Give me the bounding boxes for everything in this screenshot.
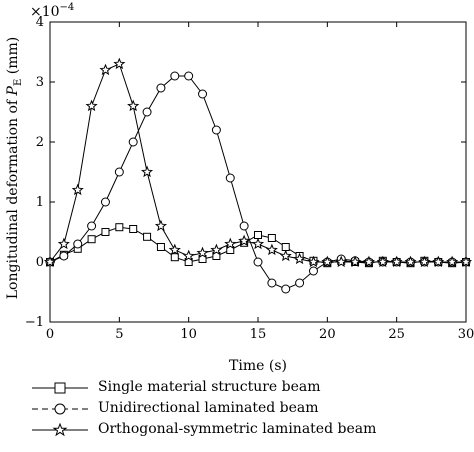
data-point bbox=[170, 253, 179, 262]
y-tick-label: −1 bbox=[25, 315, 44, 330]
data-point bbox=[73, 239, 83, 249]
data-point bbox=[238, 234, 251, 247]
data-point bbox=[198, 89, 208, 99]
legend-item-unidirectional: Unidirectional laminated beam bbox=[30, 399, 460, 420]
data-point bbox=[362, 255, 375, 268]
data-point bbox=[127, 99, 140, 112]
data-point bbox=[432, 255, 445, 268]
series-orthogonal bbox=[43, 57, 473, 268]
data-point bbox=[87, 235, 96, 244]
svg-text:×10−4: ×10−4 bbox=[30, 2, 74, 20]
data-point bbox=[335, 255, 348, 268]
data-point bbox=[225, 173, 235, 183]
data-point bbox=[101, 228, 110, 236]
chart-canvas: ×10−4 Longitudinal deformation of PE (mm… bbox=[5, 2, 474, 374]
x-tick-label: 10 bbox=[180, 327, 197, 342]
data-point bbox=[143, 232, 152, 241]
y-tick-label: 3 bbox=[36, 75, 44, 90]
data-point bbox=[43, 255, 57, 268]
y-tick-label: 1 bbox=[36, 195, 44, 210]
series-line bbox=[49, 75, 466, 290]
legend-item-single-material: Single material structure beam bbox=[30, 378, 460, 399]
data-point bbox=[142, 107, 152, 117]
x-tick-label: 25 bbox=[388, 327, 405, 342]
data-point bbox=[418, 255, 431, 268]
data-point bbox=[307, 255, 320, 268]
data-point bbox=[114, 167, 124, 177]
legend-label: Unidirectional laminated beam bbox=[98, 400, 319, 416]
data-point bbox=[281, 284, 291, 294]
data-point bbox=[128, 137, 138, 147]
data-point bbox=[196, 246, 209, 259]
svg-text:Longitudinal deformation of PE: Longitudinal deformation of PE (mm) bbox=[5, 37, 24, 299]
data-point bbox=[71, 183, 84, 196]
data-point bbox=[254, 231, 262, 239]
data-point bbox=[251, 237, 265, 250]
legend-item-orthogonal: Orthogonal-symmetric laminated beam bbox=[30, 420, 460, 441]
data-point bbox=[376, 255, 389, 268]
data-point bbox=[113, 57, 126, 70]
data-point bbox=[170, 71, 180, 81]
data-point bbox=[446, 255, 459, 268]
data-point bbox=[182, 249, 195, 262]
data-point bbox=[99, 63, 112, 76]
legend-star-marker-icon bbox=[32, 422, 88, 437]
data-point bbox=[293, 252, 306, 265]
data-point bbox=[129, 225, 138, 233]
data-point bbox=[279, 249, 292, 262]
x-tick-label: 0 bbox=[46, 327, 54, 342]
data-point bbox=[59, 251, 69, 261]
data-point bbox=[349, 255, 362, 268]
data-point bbox=[154, 219, 167, 232]
x-tick-label: 20 bbox=[319, 327, 336, 342]
data-point bbox=[87, 221, 97, 231]
legend-square-marker-icon bbox=[32, 382, 88, 394]
data-point bbox=[115, 223, 124, 232]
data-point bbox=[57, 237, 70, 250]
legend: Single material structure beam Unidirect… bbox=[30, 378, 460, 441]
data-point bbox=[404, 255, 417, 268]
data-point bbox=[267, 234, 276, 242]
data-point bbox=[321, 255, 334, 268]
y-exponent-label: ×10−4 bbox=[30, 2, 74, 20]
data-point bbox=[156, 243, 165, 251]
data-point bbox=[265, 243, 278, 256]
y-tick-label: 4 bbox=[36, 15, 44, 30]
data-point bbox=[459, 255, 473, 268]
y-tick-label: 0 bbox=[36, 255, 44, 270]
data-point bbox=[253, 257, 263, 267]
data-point bbox=[211, 125, 221, 135]
data-point bbox=[281, 243, 290, 251]
y-tick-label: 2 bbox=[36, 135, 44, 150]
legend-label: Orthogonal-symmetric laminated beam bbox=[98, 421, 377, 437]
data-point bbox=[308, 266, 318, 276]
data-point bbox=[239, 221, 249, 231]
data-point bbox=[141, 165, 154, 178]
data-point bbox=[100, 197, 110, 207]
data-point bbox=[85, 99, 98, 112]
series-unidirectional bbox=[45, 71, 471, 294]
data-point bbox=[168, 243, 181, 256]
x-tick-label: 15 bbox=[250, 327, 267, 342]
x-tick-label: 30 bbox=[458, 327, 474, 342]
data-point bbox=[390, 255, 403, 268]
data-point bbox=[210, 243, 223, 256]
data-point bbox=[224, 237, 237, 250]
x-tick-label: 5 bbox=[115, 327, 123, 342]
data-point bbox=[295, 278, 305, 288]
legend-circle-marker-icon bbox=[32, 403, 88, 415]
data-point bbox=[184, 71, 194, 81]
data-point bbox=[156, 83, 166, 93]
data-point bbox=[267, 278, 277, 288]
x-axis-label: Time (s) bbox=[229, 358, 287, 374]
legend-label: Single material structure beam bbox=[98, 379, 321, 395]
y-axis-label: Longitudinal deformation of PE (mm) bbox=[5, 37, 24, 299]
